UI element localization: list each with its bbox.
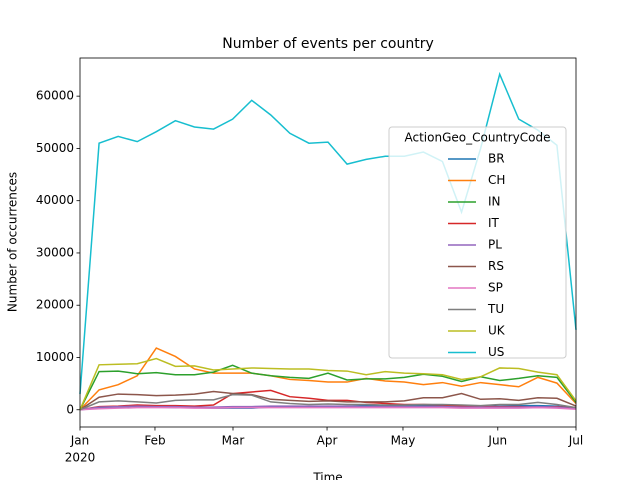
y-tick-label: 0 <box>66 402 74 416</box>
y-tick-label: 40000 <box>36 193 74 207</box>
legend-label: CH <box>488 173 505 187</box>
series-line <box>79 71 577 395</box>
y-tick-label: 50000 <box>36 141 74 155</box>
legend-title: ActionGeo_CountryCode <box>405 131 551 145</box>
series-line <box>79 390 577 411</box>
legend-label: SP <box>488 281 503 295</box>
x-tick-label: Jun <box>487 434 507 448</box>
y-tick-label: 60000 <box>36 89 74 103</box>
x-tick-label: Jan <box>70 434 90 448</box>
y-tick-label: 10000 <box>36 350 74 364</box>
series-line <box>79 406 577 411</box>
axes-frame <box>79 57 577 428</box>
legend-label: TU <box>487 302 504 316</box>
x-tick-label: Jul <box>568 434 583 448</box>
series-line <box>79 357 577 411</box>
x-axis-label: Time <box>312 471 342 480</box>
series-line <box>79 393 577 411</box>
legend-box <box>388 126 567 359</box>
chart-title: Number of events per country <box>222 36 434 52</box>
x-tick-label: Apr <box>317 434 338 448</box>
legend-label: IT <box>488 216 500 230</box>
y-axis-label: Number of occurrences <box>6 172 20 312</box>
legend-label: IN <box>488 195 501 209</box>
series-line <box>79 364 577 411</box>
x-tick-label: May <box>391 434 416 448</box>
series-line <box>79 405 577 411</box>
x-tick-sublabel: 2020 <box>65 451 96 465</box>
legend-label: RS <box>488 259 504 273</box>
x-tick-label: Mar <box>222 434 245 448</box>
legend-label: UK <box>488 324 506 338</box>
series-line <box>79 347 577 411</box>
y-tick-label: 20000 <box>36 298 74 312</box>
legend-label: BR <box>488 152 505 166</box>
x-tick-label: Feb <box>144 434 165 448</box>
legend-label: PL <box>488 238 502 252</box>
legend-label: US <box>488 345 504 359</box>
y-tick-label: 30000 <box>36 245 74 259</box>
